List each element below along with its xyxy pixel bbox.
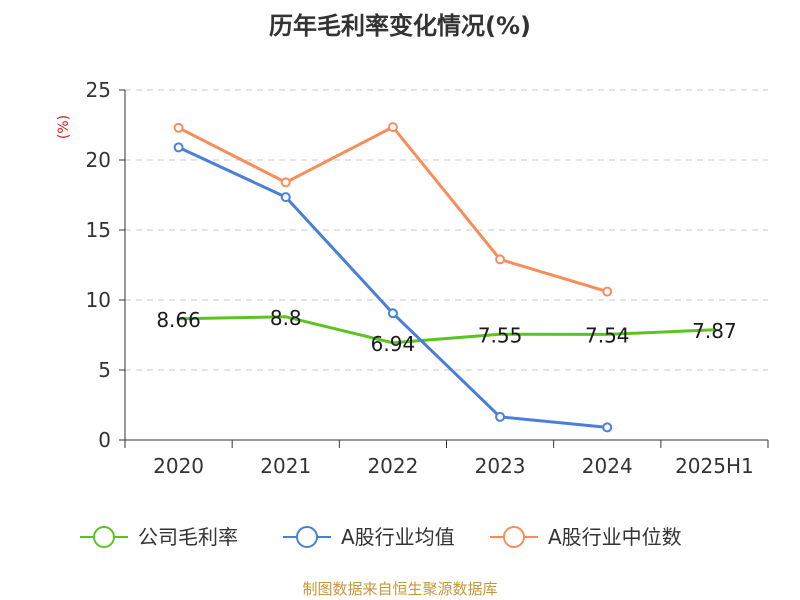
data-point[interactable] [280,177,291,188]
data-label: 7.55 [478,323,523,347]
source-note: 制图数据来自恒生聚源数据库 [302,580,497,598]
series-line-2 [177,125,609,294]
y-tick-label: 10 [86,288,111,312]
legend-marker-icon [93,526,115,548]
legend-item-2[interactable]: A股行业中位数 [490,525,682,549]
series-lines [173,122,716,433]
data-label: 7.87 [692,319,737,343]
y-axis-ticks: 0 5 10 15 20 25 [86,78,125,452]
legend-item-0[interactable]: 公司毛利率 [80,525,238,549]
data-point[interactable] [173,122,184,133]
chart-title: 历年毛利率变化情况(%) [269,12,531,40]
y-tick-label: 5 [98,358,111,382]
x-tick-label: 2025H1 [675,454,754,478]
data-label: 6.94 [371,332,416,356]
series-line-0 [177,315,716,345]
x-tick-label: 2024 [582,454,633,478]
legend-marker-icon [296,526,318,548]
y-tick-label: 0 [98,428,111,452]
y-tick-label: 20 [86,148,111,172]
data-point[interactable] [173,142,184,153]
data-label: 7.54 [585,323,630,347]
data-point[interactable] [495,411,506,422]
x-tick-label: 2023 [475,454,526,478]
legend-label: 公司毛利率 [138,525,238,549]
data-point[interactable] [495,254,506,265]
data-labels: 8.66 8.8 6.94 7.55 7.54 7.87 [156,306,736,356]
series-line-1 [177,145,609,429]
data-point[interactable] [387,122,398,133]
data-point[interactable] [280,192,291,203]
x-tick-label: 2020 [153,454,204,478]
data-label: 8.8 [270,306,302,330]
x-tick-label: 2022 [367,454,418,478]
y-axis-unit-label: (%) [56,115,72,139]
y-tick-label: 25 [86,78,111,102]
x-tick-label: 2021 [260,454,311,478]
x-axis-ticks: 2020 2021 2022 2023 2024 2025H1 [124,440,769,478]
data-point[interactable] [387,308,398,319]
data-point[interactable] [602,286,613,297]
legend[interactable]: 公司毛利率 A股行业均值 A股行业中位数 [80,525,682,549]
legend-marker-icon [503,526,525,548]
legend-label: A股行业中位数 [548,525,682,549]
data-point[interactable] [602,422,613,433]
grid-lines [125,89,768,371]
legend-label: A股行业均值 [341,525,455,549]
y-tick-label: 15 [86,218,111,242]
data-label: 8.66 [156,308,201,332]
axes [124,90,768,441]
legend-item-1[interactable]: A股行业均值 [283,525,455,549]
